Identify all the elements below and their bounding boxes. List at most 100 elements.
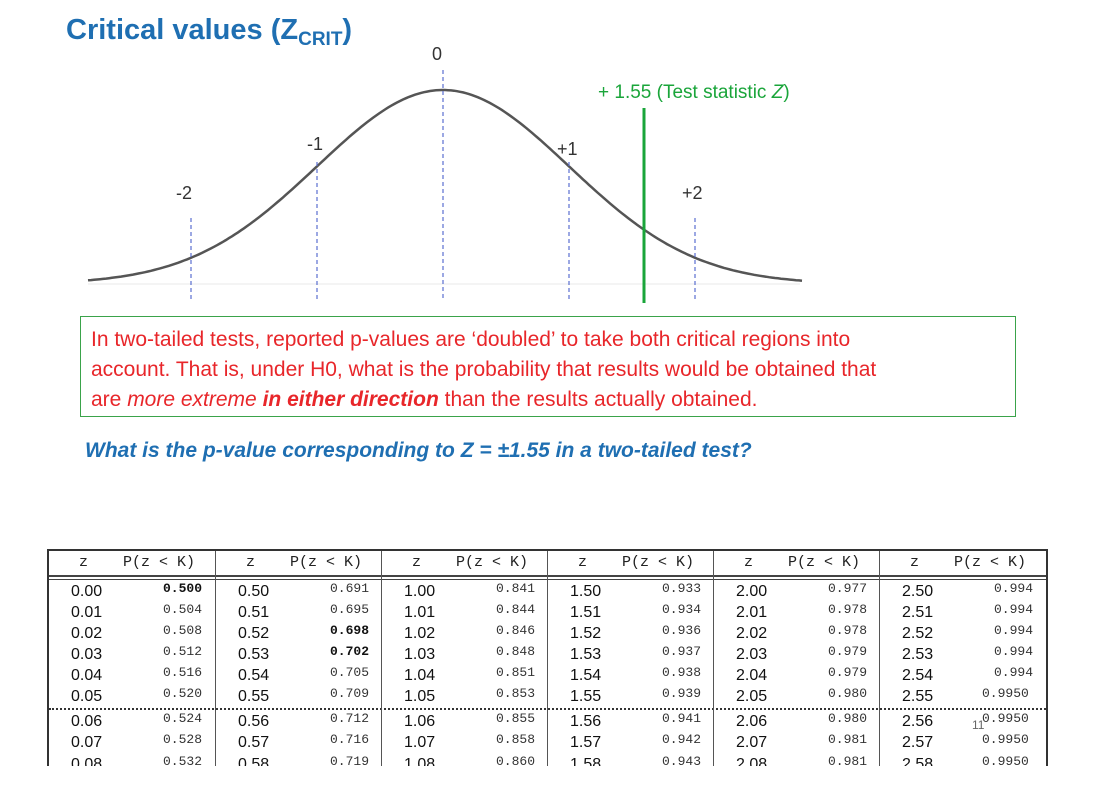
z-value: 0.58 xyxy=(238,756,270,766)
p-value: 0.994 xyxy=(994,602,1034,617)
header-z: z xyxy=(910,554,920,571)
p-value: 0.979 xyxy=(828,644,868,659)
p-value: 0.994 xyxy=(994,644,1034,659)
p-value: 0.512 xyxy=(163,644,203,659)
z-value: 2.52 xyxy=(902,625,934,642)
z-value: 1.51 xyxy=(570,604,602,621)
z-value: 0.53 xyxy=(238,646,270,663)
z-value: 2.54 xyxy=(902,667,934,684)
p-value: 0.500 xyxy=(163,581,203,596)
header-z: z xyxy=(578,554,588,571)
p-value: 0.719 xyxy=(330,754,370,766)
header-z: z xyxy=(744,554,754,571)
z-value: 0.51 xyxy=(238,604,270,621)
p-value: 0.705 xyxy=(330,665,370,680)
p-value: 0.981 xyxy=(828,754,868,766)
z-table-column: z P(z < K) 0.00 0.500 0.01 0.504 0.02 0.508 0.03… xyxy=(49,551,215,766)
page-title: Critical values (ZCRIT) xyxy=(66,14,353,50)
z-value: 0.08 xyxy=(71,756,103,766)
z-value: 1.05 xyxy=(404,688,436,705)
p-value: 0.994 xyxy=(994,581,1034,596)
p-value: 0.980 xyxy=(828,711,868,726)
p-value: 0.858 xyxy=(496,732,536,747)
z-value: 2.55 xyxy=(902,688,934,705)
p-value: 0.520 xyxy=(163,686,203,701)
z-value: 0.04 xyxy=(71,667,103,684)
z-table-column: z P(z < K) 1.50 0.933 1.51 0.934 1.52 0.936 1.53… xyxy=(547,551,714,766)
z-value: 1.04 xyxy=(404,667,436,684)
p-value: 0.937 xyxy=(662,644,702,659)
p-value: 0.860 xyxy=(496,754,536,766)
header-p: P(z < K) xyxy=(954,554,1027,571)
p-value: 0.691 xyxy=(330,581,370,596)
z-value: 1.54 xyxy=(570,667,602,684)
header-p: P(z < K) xyxy=(290,554,363,571)
z-table-column: z P(z < K) 2.50 0.994 2.51 0.994 2.52 0.994 2.53… xyxy=(879,551,1046,766)
header-z: z xyxy=(412,554,422,571)
p-value: 0.709 xyxy=(330,686,370,701)
label-plus-2: +2 xyxy=(682,183,703,203)
p-value: 0.9950 xyxy=(982,686,1029,701)
p-value: 0.841 xyxy=(496,581,536,596)
z-value: 2.07 xyxy=(736,734,768,751)
p-value: 0.994 xyxy=(994,665,1034,680)
p-value: 0.848 xyxy=(496,644,536,659)
sd-dash-lines xyxy=(190,70,696,300)
p-value: 0.938 xyxy=(662,665,702,680)
z-value: 1.57 xyxy=(570,734,602,751)
label-minus-2: -2 xyxy=(176,183,192,203)
z-value: 0.05 xyxy=(71,688,103,705)
z-value: 2.50 xyxy=(902,583,934,600)
p-value: 0.941 xyxy=(662,711,702,726)
p-value: 0.516 xyxy=(163,665,203,680)
p-value: 0.943 xyxy=(662,754,702,766)
p-value: 0.977 xyxy=(828,581,868,596)
z-value: 0.56 xyxy=(238,713,270,730)
z-value: 0.57 xyxy=(238,734,270,751)
p-value: 0.846 xyxy=(496,623,536,638)
z-value: 2.04 xyxy=(736,667,768,684)
label-zero: 0 xyxy=(432,44,442,64)
z-value: 1.03 xyxy=(404,646,436,663)
question-text: What is the p-value corresponding to Z =… xyxy=(85,439,752,462)
z-value: 2.05 xyxy=(736,688,768,705)
z-value: 2.51 xyxy=(902,604,934,621)
z-value: 2.08 xyxy=(736,756,768,766)
p-value: 0.853 xyxy=(496,686,536,701)
p-value: 0.528 xyxy=(163,732,203,747)
z-value: 1.01 xyxy=(404,604,436,621)
callout-line-2: account. That is, under H0, what is the … xyxy=(91,358,877,381)
callout-line-1: In two-tailed tests, reported p-values a… xyxy=(91,328,851,351)
bell-curve xyxy=(87,88,803,282)
p-value: 0.508 xyxy=(163,623,203,638)
p-value: 0.942 xyxy=(662,732,702,747)
p-value: 0.532 xyxy=(163,754,203,766)
label-plus-1: +1 xyxy=(557,139,578,159)
z-value: 2.02 xyxy=(736,625,768,642)
z-value: 1.53 xyxy=(570,646,602,663)
z-table-column: z P(z < K) 0.50 0.691 0.51 0.695 0.52 0.698 0.53… xyxy=(215,551,382,766)
p-value: 0.698 xyxy=(330,623,370,638)
p-value: 0.9950 xyxy=(982,754,1029,766)
p-value: 0.981 xyxy=(828,732,868,747)
p-value: 0.980 xyxy=(828,686,868,701)
z-value: 2.53 xyxy=(902,646,934,663)
p-value: 0.979 xyxy=(828,665,868,680)
z-value: 2.03 xyxy=(736,646,768,663)
z-value: 2.57 xyxy=(902,734,934,751)
p-value: 0.695 xyxy=(330,602,370,617)
z-value: 1.00 xyxy=(404,583,436,600)
z-value: 0.50 xyxy=(238,583,270,600)
two-tailed-explanation-box: In two-tailed tests, reported p-values a… xyxy=(80,316,1016,417)
z-value: 2.56 xyxy=(902,713,934,730)
z-value: 0.03 xyxy=(71,646,103,663)
p-value: 0.934 xyxy=(662,602,702,617)
label-minus-1: -1 xyxy=(307,134,323,154)
z-value: 1.08 xyxy=(404,756,436,766)
z-value: 2.58 xyxy=(902,756,934,766)
z-value: 1.50 xyxy=(570,583,602,600)
z-value: 1.52 xyxy=(570,625,602,642)
p-value: 0.716 xyxy=(330,732,370,747)
z-value: 0.06 xyxy=(71,713,103,730)
header-p: P(z < K) xyxy=(788,554,861,571)
